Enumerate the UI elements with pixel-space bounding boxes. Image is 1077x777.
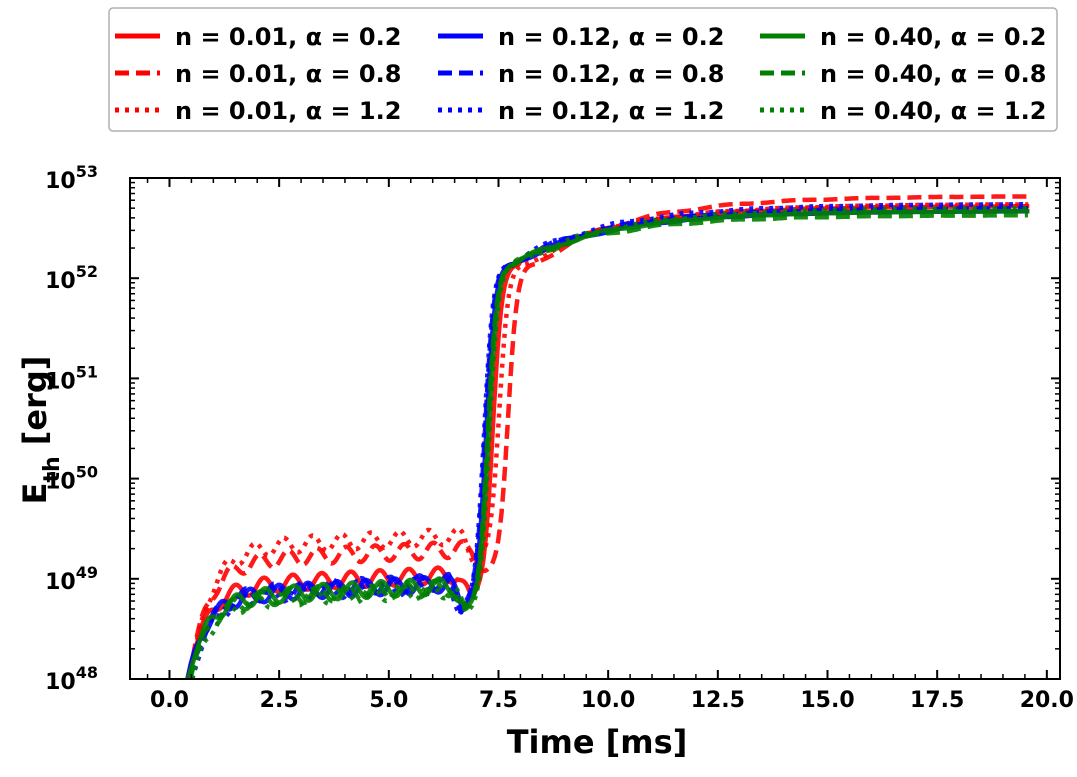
y-tick-label: 1053 [45, 162, 98, 194]
y-axis-title-unit: [erg] [16, 356, 54, 457]
series-line [188, 213, 1029, 679]
legend-label: n = 0.01, α = 1.2 [175, 97, 401, 125]
legend-label: n = 0.12, α = 0.8 [498, 60, 724, 88]
y-axis-title-sub: th [40, 456, 65, 482]
x-tick-label: 12.5 [691, 688, 745, 713]
series-layer [185, 194, 1030, 679]
ticks: 0.0 2.5 5.0 7.5 10.0 12.5 15.0 17.5 20.0 1048 1049… [45, 162, 1074, 713]
plot-border [129, 177, 1061, 680]
x-tick-label: 2.5 [260, 688, 299, 713]
legend: n = 0.01, α = 0.2 n = 0.01, α = 0.8 n = 0.… [108, 7, 1058, 132]
x-tick-label: 0.0 [150, 688, 189, 713]
x-axis-title: Time [ms] [507, 723, 688, 761]
y-axis-title: Eth [erg] [16, 356, 65, 505]
legend-label: n = 0.12, α = 1.2 [498, 97, 724, 125]
y-axis-title-main: E [16, 483, 54, 505]
x-tick-label: 10.0 [581, 688, 635, 713]
x-tick-label: 17.5 [910, 688, 964, 713]
y-tick-label: 1050 [45, 463, 98, 495]
legend-label: n = 0.40, α = 0.2 [820, 23, 1046, 51]
x-tick-label: 5.0 [369, 688, 408, 713]
legend-label: n = 0.01, α = 0.8 [175, 60, 401, 88]
x-tick-label: 7.5 [479, 688, 518, 713]
series-line [189, 206, 1029, 679]
y-tick-label: 1051 [45, 362, 98, 394]
legend-label: n = 0.12, α = 0.2 [498, 23, 724, 51]
legend-frame [108, 7, 1058, 132]
x-tick-label: 15.0 [800, 688, 854, 713]
y-tick-label: 1049 [45, 563, 98, 595]
legend-label: n = 0.01, α = 0.2 [175, 23, 401, 51]
x-tick-label: 20.0 [1020, 688, 1074, 713]
y-tick-label: 1048 [45, 663, 98, 695]
legend-label: n = 0.40, α = 1.2 [820, 97, 1046, 125]
y-tick-label: 1052 [45, 262, 98, 294]
legend-label: n = 0.40, α = 0.8 [820, 60, 1046, 88]
